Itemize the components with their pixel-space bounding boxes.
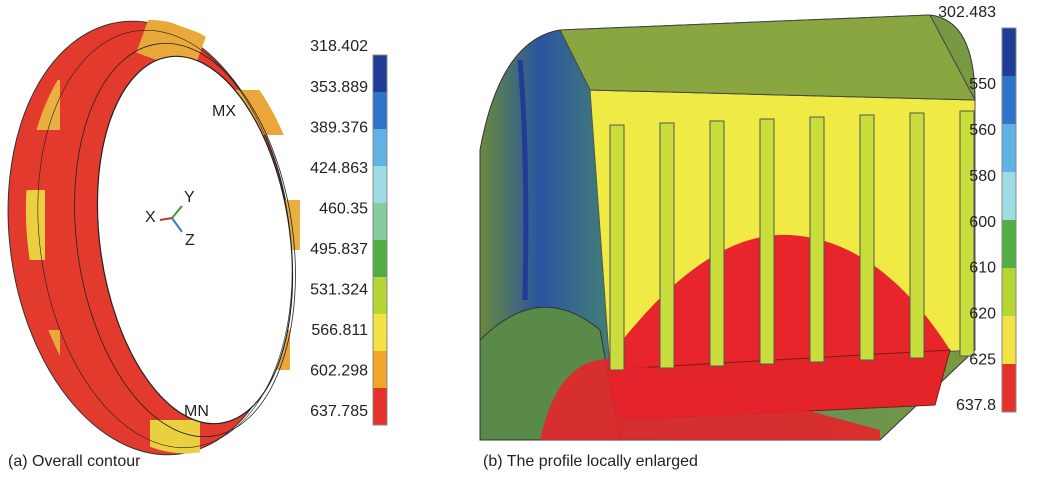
legend-swatch <box>373 314 387 352</box>
legend-label: 637.785 <box>310 403 368 420</box>
min-label: MN <box>184 403 209 420</box>
max-label: MX <box>212 103 236 120</box>
legend-swatch <box>1002 172 1016 221</box>
legend-label: 495.837 <box>310 241 368 258</box>
legend-swatch <box>1002 316 1016 365</box>
fin <box>610 125 624 370</box>
legend-label: 602.298 <box>310 363 368 380</box>
ring-contour <box>0 3 320 472</box>
legend-label: 566.811 <box>311 322 368 339</box>
legend-label: 531.324 <box>310 282 368 299</box>
legend-swatch <box>1002 124 1016 173</box>
legend-swatch <box>373 203 387 241</box>
legend-swatch <box>373 55 387 93</box>
legend-label: 625 <box>969 351 996 368</box>
legend-swatch <box>1002 76 1016 125</box>
axis-label: Y <box>184 189 195 206</box>
legend-label: 620 <box>969 306 996 323</box>
legend-label: 580 <box>969 168 996 185</box>
legend-label: 424.863 <box>310 160 368 177</box>
legend-label: 460.35 <box>319 200 368 217</box>
legend-label: 550 <box>969 76 996 93</box>
legend-label: 353.889 <box>310 79 368 96</box>
legend-swatch <box>1002 28 1016 77</box>
legend-swatch <box>373 166 387 204</box>
legend-label: 610 <box>969 260 996 277</box>
legend-swatch <box>373 277 387 315</box>
figure: MX MN Y X Z 318.402 353.889 389.376 424.863… <box>0 0 1045 472</box>
legend-swatch <box>1002 268 1016 317</box>
fin <box>760 119 774 364</box>
caption: (b) The profile locally enlarged <box>483 453 698 470</box>
legend-label: 389.376 <box>310 119 368 136</box>
legend-label: 637.8 <box>956 397 996 414</box>
profile-contour <box>480 15 975 440</box>
axis-label: X <box>145 209 156 226</box>
fin <box>860 115 874 360</box>
fin <box>660 123 674 368</box>
caption: (a) Overall contour <box>8 453 141 470</box>
legend-swatch <box>373 388 387 426</box>
fin <box>910 113 924 358</box>
legend-label: 560 <box>969 122 996 139</box>
axis-label: Z <box>185 232 195 249</box>
fin <box>710 121 724 366</box>
legend-swatch <box>1002 220 1016 269</box>
legend-label: 600 <box>969 214 996 231</box>
legend-swatch <box>373 92 387 130</box>
legend-swatch <box>373 129 387 167</box>
legend-label: 318.402 <box>310 38 368 55</box>
legend-label: 302.483 <box>938 4 996 21</box>
fin <box>810 117 824 362</box>
legend-swatch <box>373 240 387 278</box>
legend-swatch <box>1002 364 1016 413</box>
legend-swatch <box>373 351 387 389</box>
